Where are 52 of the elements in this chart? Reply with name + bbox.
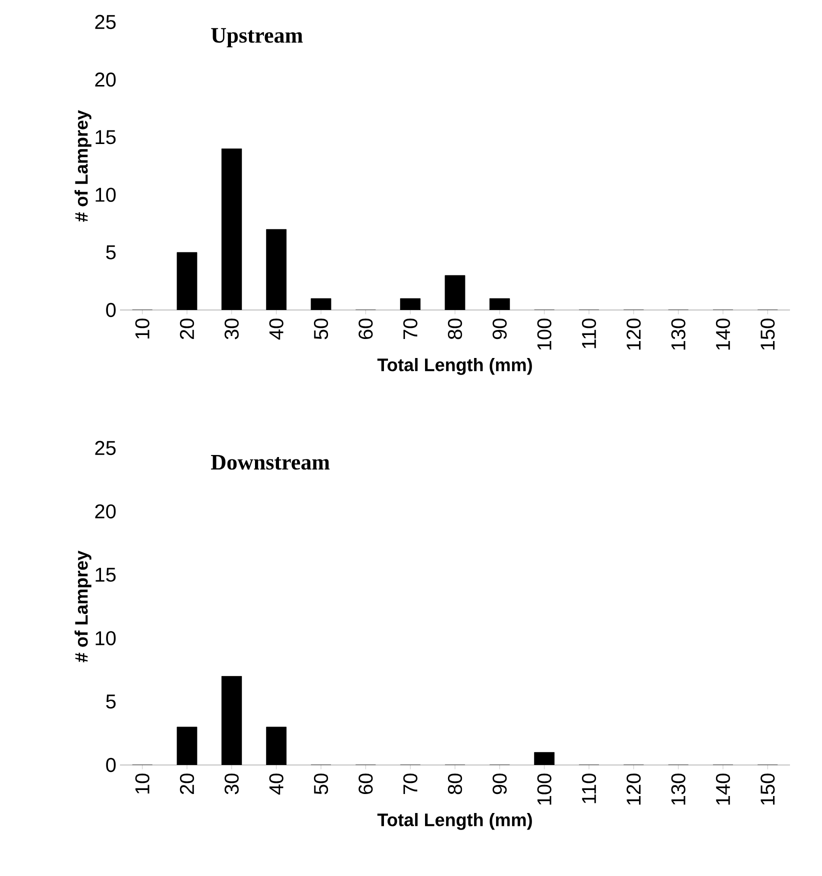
x-tick-label: 140 xyxy=(716,774,730,805)
y-tick-label: 10 xyxy=(96,188,116,202)
x-tick-label: 60 xyxy=(358,774,373,794)
x-tick-label: 120 xyxy=(626,318,641,350)
y-tick-label: 20 xyxy=(95,504,116,518)
x-tick-label: 10 xyxy=(135,774,150,794)
x-tick-label: 100 xyxy=(537,774,552,805)
x-tick-label: 130 xyxy=(671,774,686,805)
y-tick-label: 10 xyxy=(96,631,116,646)
x-tick-label: 110 xyxy=(582,318,596,348)
bar xyxy=(534,752,555,765)
bar xyxy=(266,726,287,765)
x-tick-label: 110 xyxy=(582,774,596,804)
y-axis-title: # of Lamprey xyxy=(74,110,92,222)
x-tick-label: 120 xyxy=(626,774,641,805)
x-tick-label: 20 xyxy=(180,318,194,340)
x-tick-label: 80 xyxy=(448,318,462,340)
y-tick-label: 25 xyxy=(95,14,116,30)
x-tick-label: 40 xyxy=(269,774,284,795)
x-tick-label: 20 xyxy=(180,774,194,794)
x-tick-label: 70 xyxy=(403,318,418,340)
x-tick-label: 150 xyxy=(760,774,775,805)
x-tick-label: 40 xyxy=(269,318,284,340)
x-axis-title: Total Length (mm) xyxy=(377,358,532,375)
x-tick-label: 150 xyxy=(760,318,775,350)
y-axis-title: # of Lamprey xyxy=(74,550,92,662)
x-tick-label: 30 xyxy=(224,774,239,794)
x-axis-title: Total Length (mm) xyxy=(377,813,532,830)
bar xyxy=(221,676,242,765)
y-tick-label: 0 xyxy=(106,302,116,318)
x-tick-label: 130 xyxy=(671,318,686,350)
x-tick-label: 90 xyxy=(492,318,507,340)
x-tick-label: 50 xyxy=(314,774,328,794)
x-tick-label: 10 xyxy=(135,318,150,339)
x-tick-label: 100 xyxy=(537,318,552,350)
x-tick-label: 60 xyxy=(358,318,373,340)
x-tick-label: 80 xyxy=(448,774,462,794)
chart-title: Upstream xyxy=(211,28,303,48)
chart-title: Downstream xyxy=(211,455,330,470)
x-tick-label: 30 xyxy=(224,318,239,340)
x-tick-label: 140 xyxy=(716,318,730,350)
y-tick-label: 25 xyxy=(95,440,116,456)
y-tick-label: 0 xyxy=(106,758,116,772)
x-tick-label: 90 xyxy=(492,774,507,794)
y-tick-label: 5 xyxy=(106,694,116,709)
x-tick-label: 50 xyxy=(314,318,328,340)
y-tick-label: 15 xyxy=(96,568,116,582)
y-tick-label: 20 xyxy=(95,72,116,87)
x-tick-label: 70 xyxy=(403,774,418,794)
bar xyxy=(176,726,198,765)
y-tick-label: 5 xyxy=(106,245,116,260)
y-tick-label: 15 xyxy=(96,130,116,144)
